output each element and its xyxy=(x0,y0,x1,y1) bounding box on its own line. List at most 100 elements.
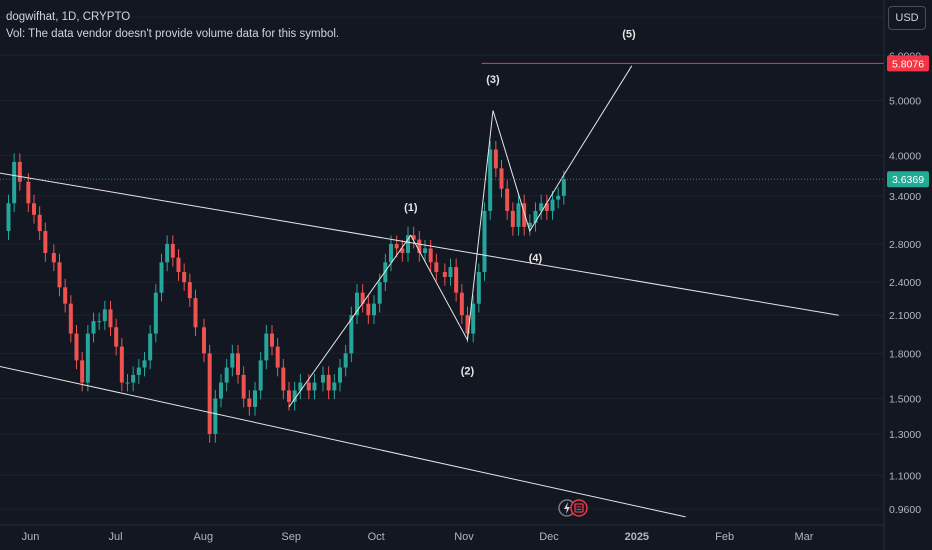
price-tick-label: 1.1000 xyxy=(889,470,921,482)
candle-down xyxy=(187,282,192,299)
candle-up xyxy=(12,161,17,204)
candle-down xyxy=(505,188,510,211)
candle-down xyxy=(37,214,42,232)
news-icon[interactable] xyxy=(570,499,588,517)
candle-up xyxy=(556,195,561,200)
candle-down xyxy=(493,149,498,169)
time-tick-label: Oct xyxy=(368,531,385,543)
candle-down xyxy=(241,374,246,399)
candle-down xyxy=(544,203,549,211)
price-tick-label: 4.0000 xyxy=(889,151,921,163)
grid-lines xyxy=(0,16,884,510)
candle-up xyxy=(448,267,453,278)
candle-up xyxy=(264,333,269,361)
candle-down xyxy=(43,231,48,253)
candle-up xyxy=(488,149,493,211)
candle-down xyxy=(522,203,527,227)
candle-down xyxy=(236,353,240,375)
channel-lower-line xyxy=(0,365,686,518)
price-axis[interactable]: 7.00006.00005.00004.00003.40002.80002.40… xyxy=(883,0,932,550)
candle-down xyxy=(400,248,405,253)
candle-up xyxy=(561,179,566,196)
candle-down xyxy=(459,292,464,316)
candle-up xyxy=(406,235,410,253)
candle-up xyxy=(97,321,102,323)
candle-down xyxy=(51,252,56,263)
time-tick-label: Feb xyxy=(715,531,734,543)
wave-labels: (1) (2) (3) (4) (5) xyxy=(404,29,636,378)
price-tick-label: 1.8000 xyxy=(889,348,921,360)
candle-down xyxy=(63,287,68,304)
candle-up xyxy=(482,210,487,273)
candle-down xyxy=(108,309,113,328)
price-tick-label: 2.8000 xyxy=(889,239,921,251)
candle-up xyxy=(6,203,11,232)
candle-up xyxy=(224,367,229,383)
candle-up xyxy=(383,262,388,283)
candle-down xyxy=(80,360,85,383)
candle-up xyxy=(389,243,393,263)
candle-down xyxy=(411,235,416,240)
candle-up xyxy=(131,374,136,383)
candle-up xyxy=(527,222,532,227)
candle-down xyxy=(394,243,399,249)
candle-up xyxy=(355,292,359,316)
candle-up xyxy=(153,292,158,334)
candle-up xyxy=(102,309,107,322)
time-tick-label: Aug xyxy=(194,531,214,543)
candle-down xyxy=(306,382,311,391)
candle-up xyxy=(85,333,90,383)
price-tick-label: 1.3000 xyxy=(889,429,921,441)
candle-down xyxy=(510,210,515,227)
candle-up xyxy=(219,382,223,399)
candle-down xyxy=(287,390,291,402)
candle-up xyxy=(372,303,376,316)
candle-down xyxy=(176,257,181,273)
candle-down xyxy=(417,239,422,253)
candle-down xyxy=(442,272,447,278)
candle-down xyxy=(465,315,470,334)
candle-down xyxy=(326,374,331,391)
time-tick-label: Jul xyxy=(108,531,122,543)
candle-up xyxy=(476,272,481,304)
price-tick-label: 5.0000 xyxy=(889,95,921,107)
candle-up xyxy=(550,199,555,211)
candle-up xyxy=(471,303,476,334)
price-axis-bg xyxy=(884,0,932,550)
volume-note: Vol: The data vendor doesn't provide vol… xyxy=(6,28,340,40)
candle-up xyxy=(292,390,297,402)
target-price-badge-bg xyxy=(887,55,929,72)
candle-up xyxy=(338,367,342,383)
candle-up xyxy=(159,262,164,293)
time-tick-label: Dec xyxy=(539,531,559,543)
candle-up xyxy=(516,203,521,227)
candle-up xyxy=(253,390,257,407)
price-tick-label: 3.4000 xyxy=(889,191,921,203)
candle-down xyxy=(207,353,212,434)
time-axis[interactable]: Jun Jul Aug Sep Oct Nov Dec 2025 Feb Mar xyxy=(0,524,884,543)
candle-down xyxy=(281,367,286,391)
candle-up xyxy=(258,360,263,391)
candle-down xyxy=(74,333,79,361)
candle-down xyxy=(17,161,22,182)
price-tick-label: 2.4000 xyxy=(889,277,921,289)
candle-down xyxy=(434,262,439,273)
candle-up xyxy=(298,382,303,391)
candle-down xyxy=(247,398,252,407)
event-icons[interactable] xyxy=(558,497,590,519)
candles xyxy=(6,141,566,443)
time-tick-label: 2025 xyxy=(625,531,649,543)
candle-up xyxy=(142,360,147,368)
current-price-badge-bg xyxy=(887,171,929,188)
wave-label: (3) xyxy=(486,74,500,86)
elliott-wave-path xyxy=(288,65,633,408)
currency-button[interactable]: USD xyxy=(888,6,926,30)
candle-down xyxy=(182,272,187,283)
candle-down xyxy=(57,262,62,288)
candle-down xyxy=(275,346,280,368)
candle-up xyxy=(349,315,354,354)
candle-down xyxy=(499,168,504,189)
candle-up xyxy=(312,382,317,391)
candle-up xyxy=(533,210,538,223)
